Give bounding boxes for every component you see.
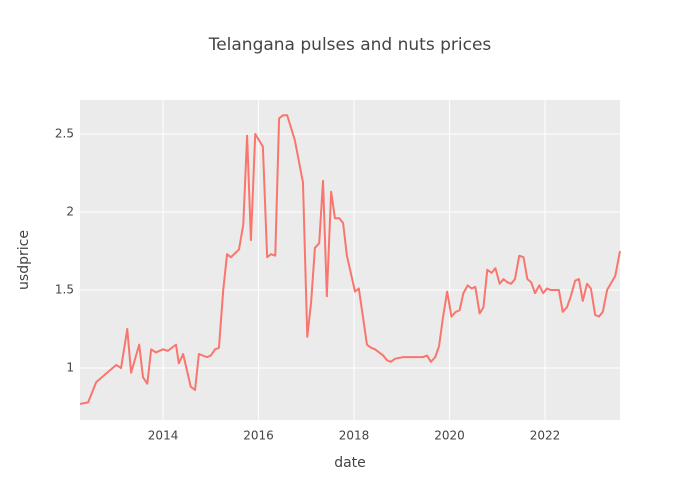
y-tick-label: 2.5 [55, 127, 74, 141]
x-tick-label: 2014 [148, 429, 179, 443]
x-tick-label: 2018 [339, 429, 370, 443]
y-axis-title: usdprice [16, 230, 32, 290]
plot-area [80, 100, 620, 420]
y-tick-label: 1 [66, 361, 74, 375]
x-axis-title: date [334, 455, 366, 471]
x-tick-label: 2022 [530, 429, 561, 443]
chart-title: Telangana pulses and nuts prices [208, 35, 492, 55]
x-tick-label: 2016 [243, 429, 274, 443]
x-tick-label: 2020 [434, 429, 465, 443]
data-line [79, 114, 621, 405]
y-tick-label: 2 [66, 205, 74, 219]
y-tick-label: 1.5 [55, 283, 74, 297]
